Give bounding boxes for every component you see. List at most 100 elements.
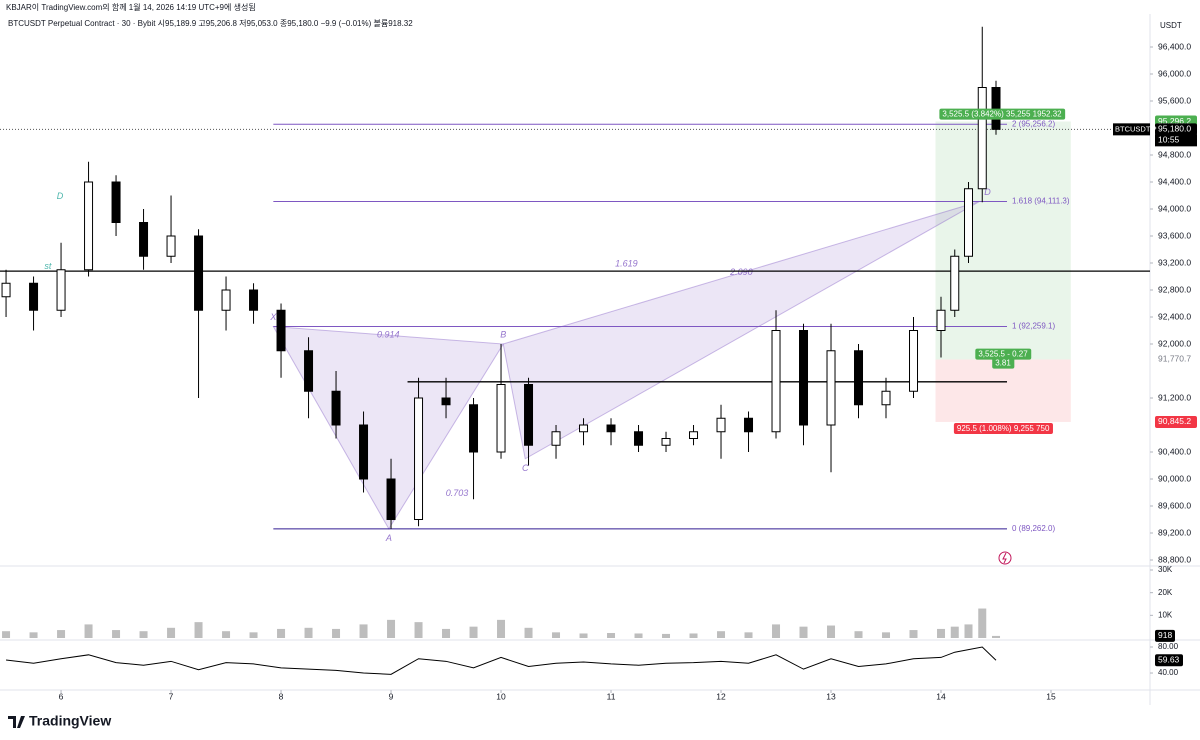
annotation: D xyxy=(57,191,64,201)
stop-zone xyxy=(935,359,1071,422)
candle-body xyxy=(936,309,946,332)
x-tick-label: 9 xyxy=(389,691,394,701)
harmonic-ratio: 2.090 xyxy=(729,267,753,277)
candle-body xyxy=(166,235,176,257)
volume-bar xyxy=(950,626,959,638)
candle-body xyxy=(854,350,864,406)
credit: KBJAR이 TradingView.com의 함께 1월 14, 2026 1… xyxy=(6,2,256,12)
candle-body xyxy=(386,478,396,521)
target-zone xyxy=(935,121,1071,360)
rsi-tag-bg xyxy=(1155,654,1183,667)
entry-label: 3,525.5 - 0.27 xyxy=(978,350,1028,359)
x-tick-label: 10 xyxy=(496,691,506,701)
logo: TradingView xyxy=(8,713,111,729)
candle-body xyxy=(991,87,1001,130)
candle-body xyxy=(716,417,726,433)
candle-body xyxy=(29,282,39,311)
candle-body xyxy=(359,424,369,480)
volume-bar xyxy=(222,631,231,638)
volume-bar xyxy=(249,632,258,638)
target-label: 3,525.5 (3.842%) 35,255 1952.32 xyxy=(942,110,1062,119)
rsi-tick-label: 40.00 xyxy=(1158,668,1179,677)
price-tag: 90,845.2 xyxy=(1158,416,1191,426)
volume-bar xyxy=(827,625,836,638)
candle-body xyxy=(194,235,204,311)
fib-label: 1 (92,259.1) xyxy=(1012,322,1055,331)
candle-body xyxy=(84,181,94,271)
harmonic-ratio: 1.619 xyxy=(615,258,638,268)
alert-icon xyxy=(1002,552,1007,564)
x-tick-label: 6 xyxy=(59,691,64,701)
price-tag-plain: 91,770.7 xyxy=(1158,354,1191,364)
symbol-tag: BTCUSDT.P xyxy=(1115,124,1157,133)
stop-label-bg xyxy=(953,423,1053,435)
price-tag: 95,180.0 xyxy=(1158,124,1191,134)
volume-tick-label: 30K xyxy=(1158,565,1173,574)
volume-tick-label: 20K xyxy=(1158,588,1173,597)
volume-bar xyxy=(304,627,313,638)
volume-bar xyxy=(277,628,286,638)
x-tick-label: 13 xyxy=(826,691,836,701)
x-tick-label: 12 xyxy=(716,691,726,701)
y-tick-label: 88,800.0 xyxy=(1158,554,1191,564)
volume-bar xyxy=(442,628,451,638)
candle-body xyxy=(56,269,66,311)
volume-bar xyxy=(964,624,973,638)
candle-body xyxy=(606,424,616,433)
volume-bar xyxy=(29,632,38,638)
candle-body xyxy=(221,289,231,311)
rsi-line xyxy=(5,646,997,675)
x-tick-label: 8 xyxy=(279,691,284,701)
y-tick-label: 91,200.0 xyxy=(1158,392,1191,402)
candle-body xyxy=(331,390,341,426)
candle-body xyxy=(579,424,589,433)
candle-body xyxy=(441,397,451,406)
y-tick-label: 96,000.0 xyxy=(1158,68,1191,78)
candle-body xyxy=(524,384,534,446)
candle-body xyxy=(909,330,919,392)
candle-body xyxy=(111,181,121,224)
y-tick-label: 94,000.0 xyxy=(1158,203,1191,213)
candle-body xyxy=(1,282,11,298)
countdown: 10:55 xyxy=(1158,135,1180,145)
price-tag-bg xyxy=(1155,415,1197,428)
volume-tag-bg xyxy=(1155,629,1175,642)
volume-bar xyxy=(524,627,533,638)
volume-bar xyxy=(359,624,368,638)
candle-body xyxy=(771,330,781,433)
harmonic-point-label: D xyxy=(984,187,991,197)
stop-label: 925.5 (1.008%) 9,255 750 xyxy=(957,424,1050,433)
volume-bar xyxy=(992,635,1001,638)
harmonic-point-label: C xyxy=(522,463,529,473)
harmonic-point-label: A xyxy=(385,533,392,543)
volume-bar xyxy=(799,626,808,638)
volume-bar xyxy=(579,633,588,638)
candle-body xyxy=(977,87,987,190)
y-tick-label: 89,600.0 xyxy=(1158,500,1191,510)
candle-body xyxy=(744,417,754,433)
candle-body xyxy=(496,384,506,453)
volume-bar xyxy=(414,622,423,638)
price-tag-bg xyxy=(1155,123,1197,136)
volume-bar xyxy=(882,632,891,638)
y-tick-label: 93,200.0 xyxy=(1158,257,1191,267)
volume-bar xyxy=(662,633,671,638)
candle-body xyxy=(881,390,891,406)
volume-bar xyxy=(937,628,946,638)
volume-bar xyxy=(387,619,396,638)
candle-body xyxy=(964,188,974,257)
candle-body xyxy=(469,404,479,453)
y-tick-label: 92,400.0 xyxy=(1158,311,1191,321)
y-tick-label: 90,400.0 xyxy=(1158,446,1191,456)
y-tick-label: 92,800.0 xyxy=(1158,284,1191,294)
countdown-bg xyxy=(1155,134,1197,147)
harmonic-point-label: X xyxy=(269,312,277,322)
y-tick-label: 94,400.0 xyxy=(1158,176,1191,186)
candle-body xyxy=(634,431,644,446)
price-tag: 95,296.2 xyxy=(1158,116,1191,126)
volume-bar xyxy=(909,630,918,638)
harmonic-triangle xyxy=(272,325,505,530)
annotation: st xyxy=(44,261,52,271)
volume-bar xyxy=(332,628,341,638)
volume-bar xyxy=(634,633,643,638)
